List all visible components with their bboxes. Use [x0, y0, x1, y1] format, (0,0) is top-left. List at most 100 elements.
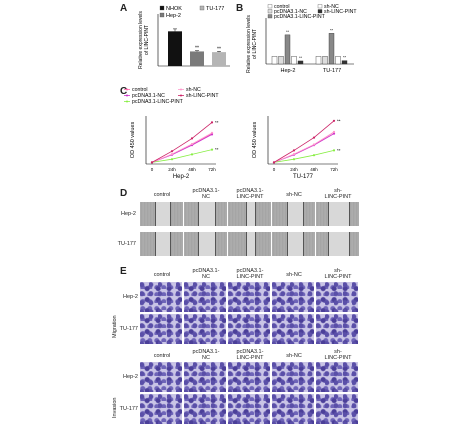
- legend-swatch-sh-linc-pint: [317, 9, 323, 14]
- legend-label-sh-linc-pint: sh-LINC-PINT: [324, 9, 357, 15]
- data-point-sh-linc-pint: [210, 121, 214, 124]
- x-tick-label-48h: 48h: [310, 167, 318, 172]
- row-label-tu-177: TU-177: [119, 326, 138, 332]
- bar-tu-177-control: [315, 56, 322, 65]
- panel-e-transwell: control pcDNA3.1- NC pcDNA3.1- LINC-PINT sh-N…: [112, 266, 360, 444]
- wound-image-tu-177-sh-linc-pint: [316, 232, 359, 256]
- legend-swatch-nhok: [159, 5, 165, 11]
- column-label-line: pcDNA3.1-: [192, 268, 220, 274]
- column-label-line: sh-: [334, 349, 342, 355]
- chart-a-expression-bar: Relative expression levels of LINC-PINT **…: [138, 5, 230, 69]
- row-label-tu-177: TU-177: [117, 241, 136, 247]
- transwell-image-migration-hep-2-sh-nc: [272, 282, 314, 312]
- y-axis-label: Relative expression levels: [138, 11, 144, 69]
- wound-image-tu-177-pcdna3-1-nc: [184, 232, 227, 256]
- column-label-control: control: [140, 192, 184, 198]
- legend-marker-control: [126, 88, 128, 91]
- significance-mark: **: [337, 118, 341, 123]
- transwell-image-invasion-hep-2-pcdna3-1-linc-pint: [228, 362, 270, 392]
- y-axis-label: of LINC-PINT: [252, 29, 258, 59]
- column-label-line: LINC-PINT: [236, 355, 264, 361]
- bar-hep-2-sh-linc-pint: [297, 60, 304, 65]
- bar-hep-2-pcdna3-1-nc: [278, 56, 284, 65]
- transwell-image-migration-hep-2-pcdna3-1-nc: [184, 282, 226, 312]
- legend-swatch-tu-177: [199, 5, 205, 11]
- bar-tu-177-sh-linc-pint: [341, 60, 348, 65]
- x-tick-label-0: 0: [273, 167, 276, 172]
- scratch-gap: [286, 202, 304, 226]
- column-label-line: pcDNA3.1-: [192, 188, 220, 194]
- transwell-image-invasion-tu-177-sh-nc: [272, 394, 314, 424]
- series-line-sh-linc-pint: [273, 120, 335, 163]
- y-axis-label: OD 450 values: [252, 122, 258, 159]
- legend-label-sh-nc: sh-NC: [324, 4, 339, 10]
- legend-label-pcdna3-1-linc-pint: pcDNA3.1-LINC-PINT: [274, 14, 326, 20]
- x-tick-label-72h: 72h: [330, 167, 338, 172]
- legend-swatch-sh-nc: [317, 4, 323, 9]
- data-point-sh-nc: [332, 130, 336, 134]
- column-label-line: control: [153, 192, 171, 198]
- data-point-pcdna3-1-linc-pint: [190, 153, 194, 156]
- data-point-pcdna3-1-linc-pint: [292, 158, 296, 161]
- significance-mark: **: [299, 55, 303, 60]
- transwell-image-migration-hep-2-sh-linc-pint: [316, 282, 358, 312]
- legend-label-sh-nc: sh-NC: [186, 87, 201, 93]
- legend-label-control: control: [274, 4, 290, 10]
- transwell-image-migration-tu-177-sh-nc: [272, 314, 314, 344]
- scratch-gap: [246, 232, 256, 256]
- column-label-sh-nc: sh-NC: [272, 272, 316, 278]
- scratch-gap: [155, 232, 171, 256]
- bar-hep-2: [190, 51, 204, 66]
- data-point-pcdna3-1-linc-pint: [210, 148, 214, 151]
- bar-tu-177-pcdna3-1-linc-pint: [328, 33, 335, 65]
- x-axis-label: Hep-2: [173, 174, 190, 180]
- column-label-pcdna3-1-linc-pint: pcDNA3.1- LINC-PINT: [228, 268, 272, 280]
- legend-marker-sh-nc: [180, 88, 182, 91]
- column-label-line: NC: [202, 274, 210, 280]
- data-point-sh-linc-pint: [332, 119, 336, 122]
- column-label-pcdna3-1-nc: pcDNA3.1- NC: [184, 268, 228, 280]
- data-point-pcdna3-1-nc: [332, 132, 336, 135]
- row-label-hep-2: Hep-2: [123, 294, 138, 300]
- scratch-gap: [198, 232, 216, 256]
- x-tick-label-24h: 24h: [168, 167, 176, 172]
- column-label-pcdna3-1-nc: pcDNA3.1- NC: [184, 188, 228, 200]
- panel-letter-b: B: [236, 3, 244, 14]
- legend-label-hep-2: Hep-2: [166, 13, 181, 19]
- transwell-image-invasion-hep-2-pcdna3-1-nc: [184, 362, 226, 392]
- data-point-sh-nc: [312, 143, 316, 146]
- column-label-line: control: [153, 353, 171, 359]
- x-axis-label: TU-177: [293, 174, 314, 180]
- bar-hep-2-pcdna3-1-linc-pint: [284, 34, 291, 65]
- series-line-pcdna3-1-linc-pint: [273, 150, 335, 163]
- column-label-sh-nc: sh-NC: [272, 353, 316, 359]
- data-point-sh-linc-pint: [272, 161, 276, 164]
- bar-hep-2-control: [271, 56, 278, 65]
- chart-c-tu177-line: OD 450 values 0 24h 48h 72h TU-177 ** **: [252, 116, 341, 180]
- transwell-image-invasion-hep-2-control: [140, 362, 182, 392]
- significance-mark: **: [337, 148, 341, 153]
- legend-marker-pcdna3-1-linc-pint: [126, 100, 128, 103]
- significance-mark: **: [195, 46, 199, 52]
- column-label-pcdna3-1-linc-pint: pcDNA3.1- LINC-PINT: [228, 188, 272, 200]
- x-tick-label-0: 0: [151, 167, 154, 172]
- column-label-control: control: [140, 353, 184, 359]
- legend-label-nhok: NHOK: [166, 6, 182, 12]
- panel-d-wound-healing: control pcDNA3.1- NC pcDNA3.1- LINC-PINT sh-N…: [118, 188, 360, 264]
- column-label-line: LINC-PINT: [236, 194, 264, 200]
- data-point-sh-linc-pint: [292, 149, 296, 152]
- y-axis-label: of LINC-PINT: [144, 25, 150, 55]
- column-label-pcdna3-1-nc: pcDNA3.1- NC: [184, 349, 228, 361]
- panel-letter-a: A: [120, 3, 128, 14]
- data-point-sh-linc-pint: [190, 137, 194, 140]
- transwell-image-invasion-hep-2-sh-linc-pint: [316, 362, 358, 392]
- column-label-pcdna3-1-linc-pint: pcDNA3.1- LINC-PINT: [228, 349, 272, 361]
- wound-image-tu-177-control: [140, 232, 183, 256]
- wound-image-hep-2-sh-linc-pint: [316, 202, 359, 226]
- scratch-gap: [328, 232, 350, 256]
- series-line-sh-nc: [273, 131, 335, 163]
- column-label-sh-linc-pint: sh- LINC-PINT: [316, 349, 360, 361]
- column-label-line: pcDNA3.1-: [236, 188, 264, 194]
- data-point-pcdna3-1-linc-pint: [332, 149, 336, 152]
- data-point-sh-linc-pint: [150, 161, 154, 164]
